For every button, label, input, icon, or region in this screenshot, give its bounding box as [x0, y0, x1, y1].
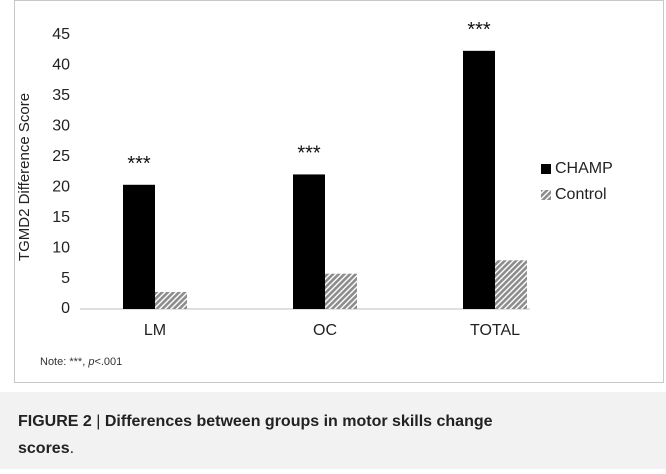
caption-box [0, 392, 666, 469]
chart-frame [14, 0, 664, 383]
y-tick-label: 0 [61, 300, 70, 317]
y-axis-label: TGMD2 Difference Score [16, 93, 33, 261]
y-tick-label: 40 [52, 57, 70, 74]
y-tick-label: 20 [52, 178, 70, 195]
legend-label: CHAMP [555, 160, 613, 177]
annotation: *** [467, 19, 491, 41]
legend-swatch [541, 164, 551, 174]
y-tick-label: 5 [61, 270, 70, 287]
bar [123, 184, 155, 309]
annotation: *** [297, 143, 321, 165]
bar [495, 260, 527, 309]
y-tick-label: 10 [52, 239, 70, 256]
legend-swatch [541, 190, 551, 200]
legend-label: Control [555, 186, 607, 203]
caption-wrap: scores. [18, 440, 74, 457]
note: Note: ***, p<.001 [40, 356, 122, 368]
x-tick-label: LM [144, 322, 166, 339]
bar [463, 50, 495, 309]
bar [325, 273, 357, 309]
caption: FIGURE 2 | Differences between groups in… [18, 413, 493, 430]
bar [155, 291, 187, 309]
y-tick-label: 35 [52, 87, 70, 104]
x-tick-label: OC [313, 322, 337, 339]
annotation: *** [127, 153, 151, 175]
y-tick-label: 15 [52, 209, 70, 226]
y-tick-label: 45 [52, 26, 70, 43]
bar [293, 174, 325, 309]
x-tick-label: TOTAL [470, 322, 520, 339]
y-tick-label: 25 [52, 148, 70, 165]
y-tick-label: 30 [52, 118, 70, 135]
